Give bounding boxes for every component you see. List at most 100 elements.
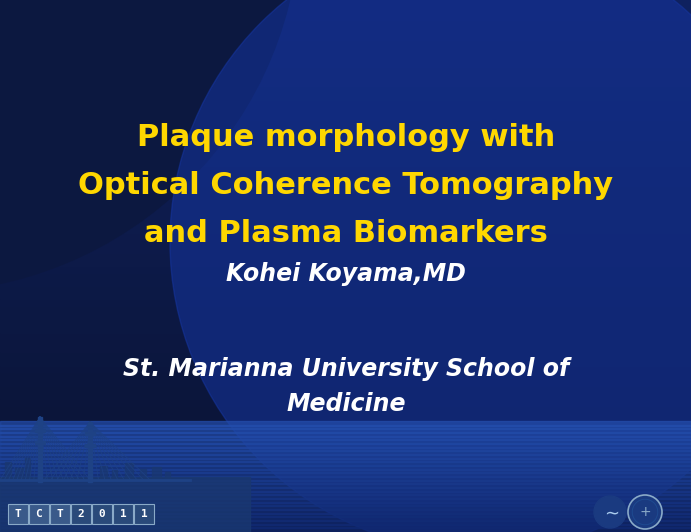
Bar	[85, 444, 95, 447]
Text: +: +	[639, 505, 651, 519]
Bar	[0, 487, 691, 492]
Bar	[0, 365, 691, 372]
Bar	[88, 422, 92, 482]
Bar	[0, 179, 691, 186]
Bar	[0, 458, 691, 462]
Bar	[0, 52, 691, 60]
Bar	[0, 478, 691, 485]
FancyBboxPatch shape	[50, 504, 70, 524]
Bar	[0, 39, 691, 47]
Bar	[0, 445, 691, 452]
Bar	[15, 468, 23, 480]
Bar	[0, 145, 691, 153]
Bar	[0, 464, 691, 472]
Bar	[0, 485, 691, 492]
Bar	[0, 345, 691, 352]
Text: Medicine: Medicine	[286, 392, 406, 416]
Bar	[0, 278, 691, 286]
Bar	[100, 466, 107, 480]
Bar	[0, 378, 691, 386]
Bar	[0, 491, 691, 495]
Bar	[0, 32, 691, 40]
Bar	[0, 425, 691, 432]
Bar	[140, 469, 146, 480]
Text: T: T	[15, 509, 21, 519]
Bar	[0, 245, 691, 253]
Bar	[0, 139, 691, 146]
Bar	[0, 428, 691, 433]
FancyBboxPatch shape	[92, 504, 112, 524]
Bar	[0, 79, 691, 86]
FancyBboxPatch shape	[29, 504, 49, 524]
Bar	[0, 465, 691, 470]
Bar	[0, 212, 691, 219]
Bar	[165, 472, 170, 480]
Bar	[0, 469, 691, 473]
Bar	[0, 292, 691, 299]
Bar	[0, 398, 691, 405]
Bar	[0, 438, 691, 446]
Bar	[0, 480, 691, 484]
Bar	[0, 265, 691, 273]
Bar	[0, 152, 691, 160]
Bar	[0, 86, 691, 93]
Bar	[0, 431, 691, 439]
Text: 0: 0	[99, 509, 105, 519]
Bar	[0, 112, 691, 120]
Bar	[0, 523, 691, 528]
Bar	[0, 471, 691, 479]
Bar	[0, 504, 691, 512]
Bar	[0, 259, 691, 266]
Bar	[0, 525, 691, 532]
Bar	[0, 450, 691, 455]
Bar	[125, 463, 133, 480]
Bar	[0, 132, 691, 139]
Text: 2: 2	[77, 509, 84, 519]
Bar	[0, 192, 691, 200]
Bar	[0, 185, 691, 193]
Bar	[0, 232, 691, 239]
Bar	[0, 517, 691, 521]
Bar	[0, 418, 691, 426]
Bar	[0, 513, 691, 517]
Bar	[0, 352, 691, 359]
Circle shape	[0, 0, 300, 292]
Bar	[0, 305, 691, 313]
Bar	[0, 19, 691, 27]
Bar	[0, 338, 691, 346]
Bar	[0, 484, 691, 488]
Bar	[0, 59, 691, 66]
Bar	[0, 126, 691, 133]
Bar	[0, 392, 691, 399]
Bar	[0, 461, 691, 466]
Bar	[0, 454, 691, 459]
Text: Kohei Koyama,MD: Kohei Koyama,MD	[226, 262, 466, 286]
Bar	[0, 358, 691, 366]
Text: $\sim$: $\sim$	[600, 503, 619, 521]
Bar	[0, 165, 691, 173]
Bar	[0, 272, 691, 279]
Bar	[0, 12, 691, 20]
Bar	[0, 0, 691, 7]
Text: T: T	[57, 509, 64, 519]
Text: Plaque morphology with: Plaque morphology with	[137, 122, 555, 152]
Bar	[0, 458, 691, 466]
Bar	[0, 65, 691, 73]
Bar	[38, 417, 42, 482]
Bar	[25, 458, 30, 480]
Circle shape	[170, 0, 691, 532]
Bar	[0, 6, 691, 13]
Bar	[112, 470, 117, 480]
Bar	[0, 436, 691, 440]
Bar	[0, 527, 691, 532]
FancyBboxPatch shape	[8, 504, 28, 524]
Bar	[0, 225, 691, 233]
Bar	[0, 72, 691, 80]
Bar	[0, 498, 691, 505]
Bar	[0, 443, 691, 447]
Bar	[0, 331, 691, 339]
Bar	[0, 477, 250, 532]
Bar	[0, 411, 691, 419]
Bar	[0, 451, 691, 459]
Bar	[0, 472, 691, 477]
